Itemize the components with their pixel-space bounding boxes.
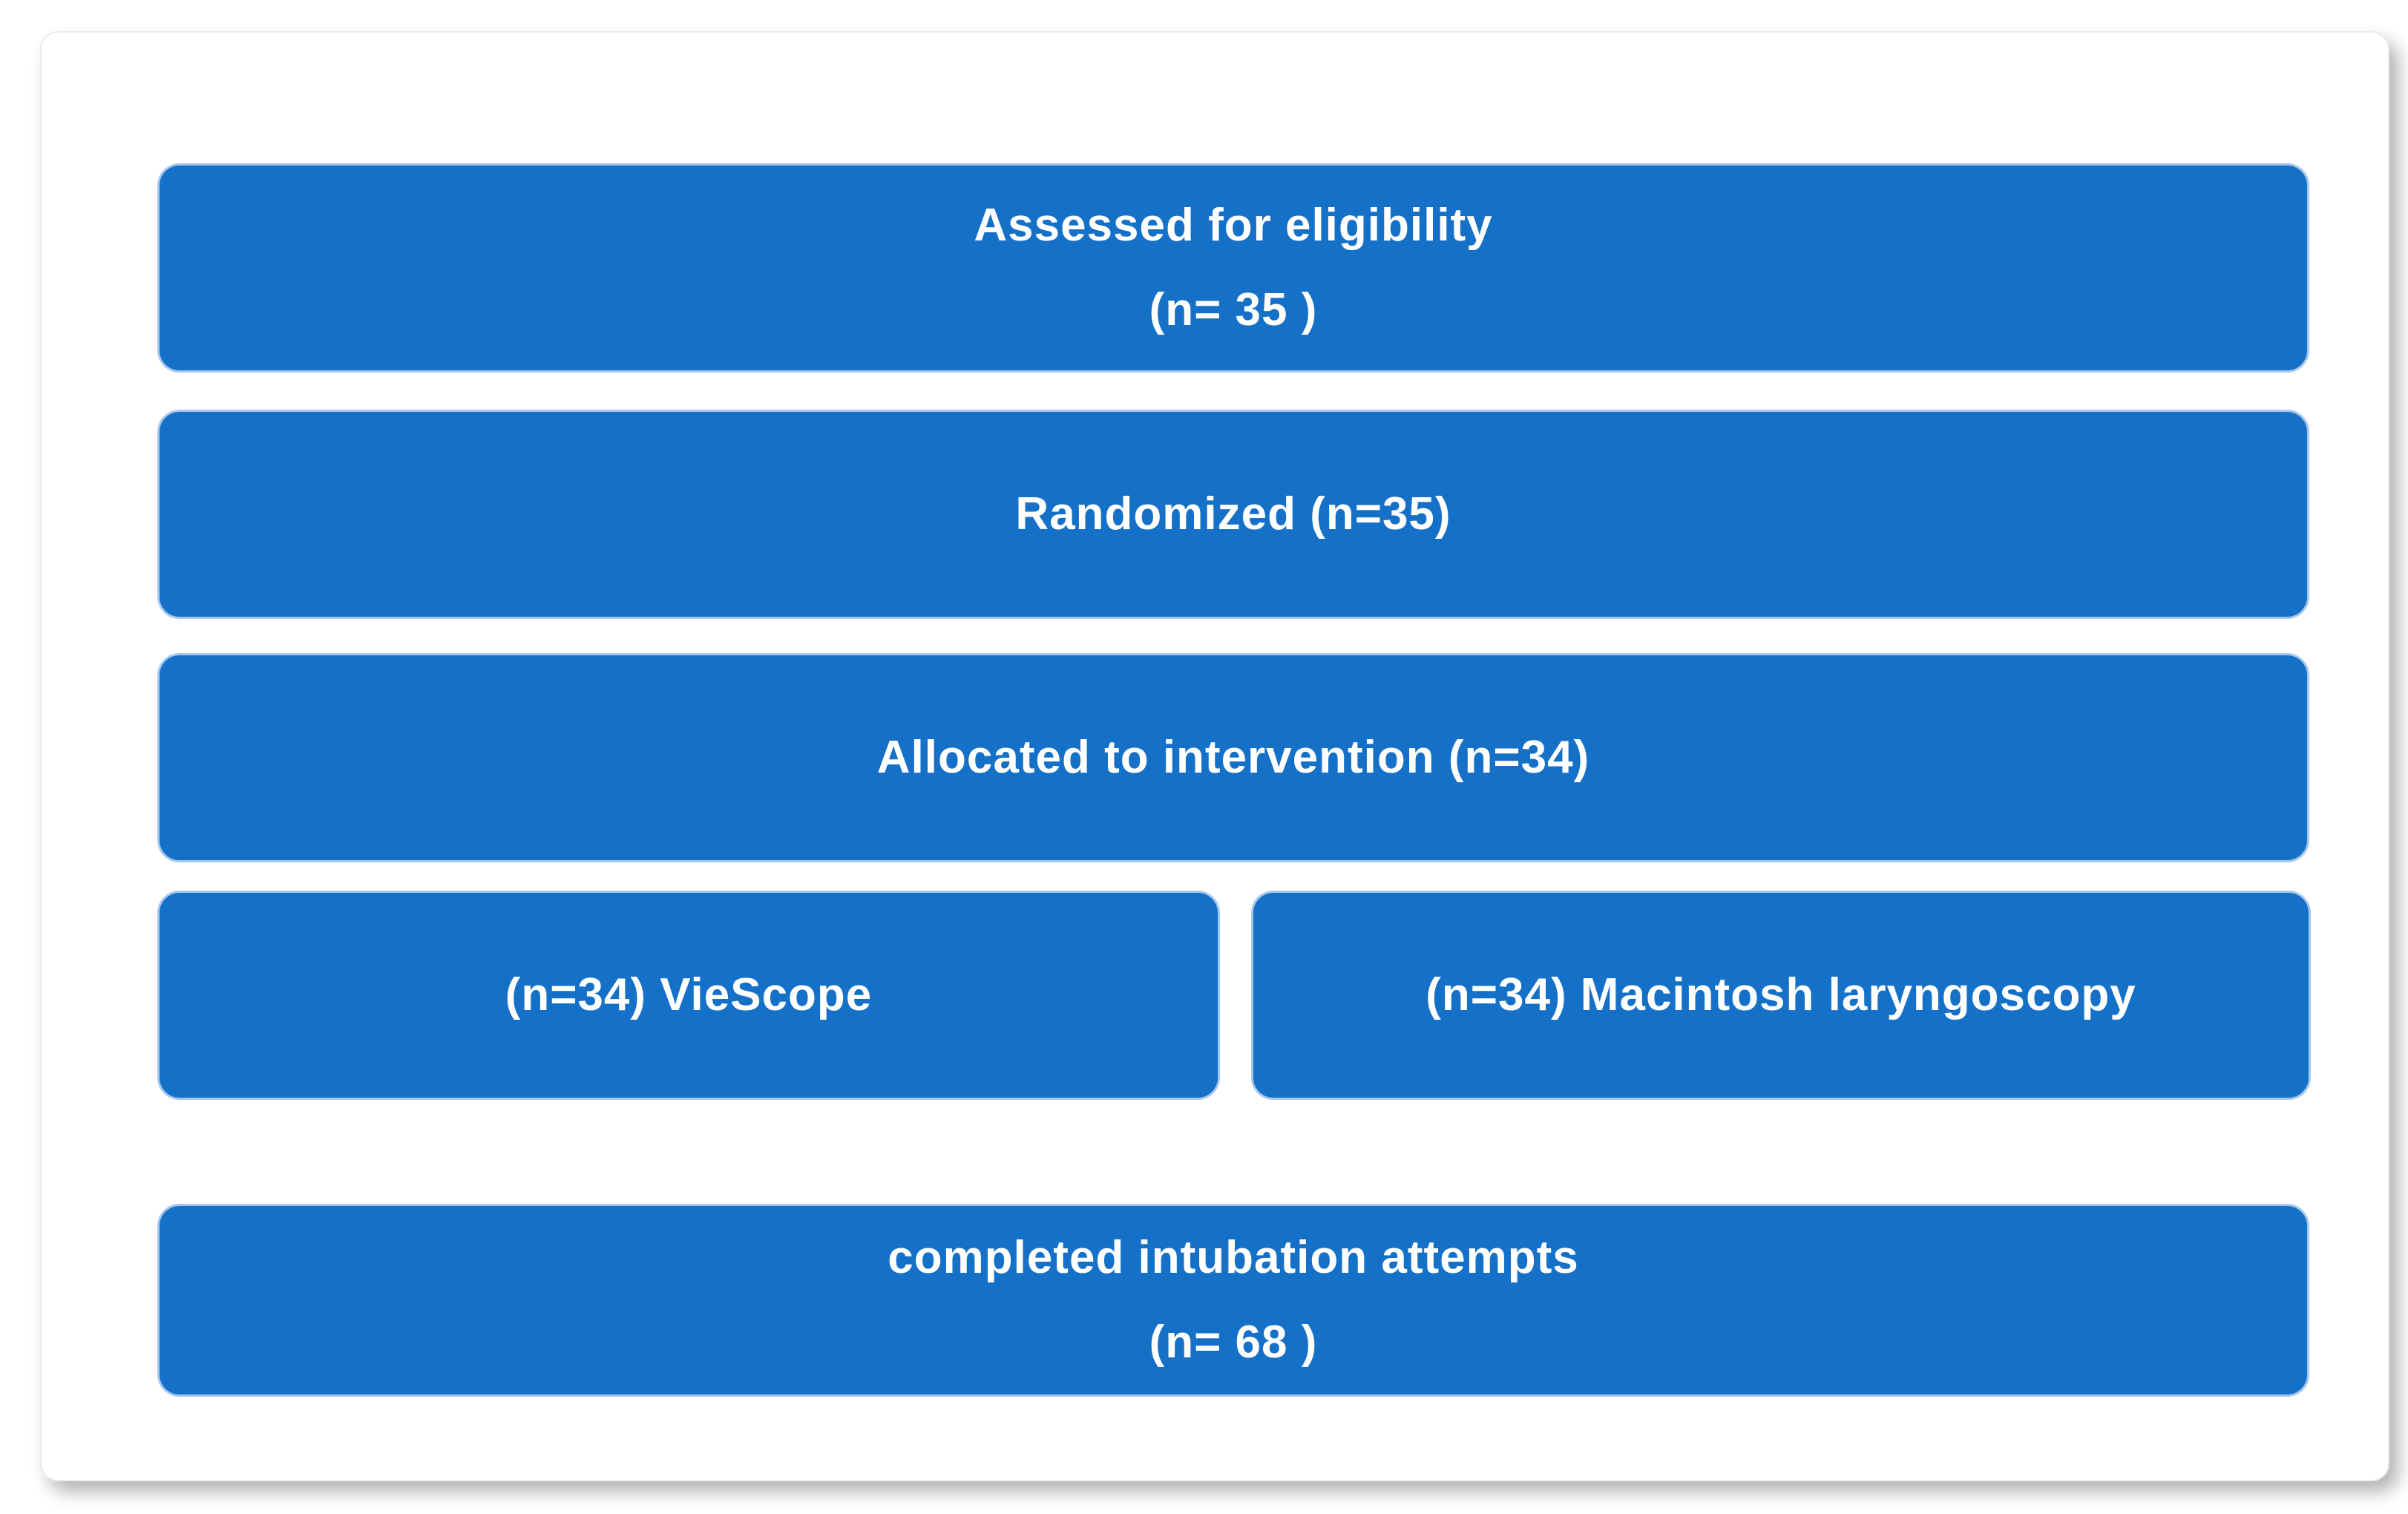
figure-card: Assessed for eligibility (n= 35 ) Random…	[40, 31, 2389, 1481]
box-text-line: completed intubation attempts	[888, 1231, 1579, 1283]
flow-box-viescope-arm: (n=34) VieScope	[157, 891, 1220, 1100]
box-text-line: (n=34) VieScope	[505, 969, 873, 1020]
box-text-line: (n=34) Macintosh laryngoscopy	[1426, 969, 2136, 1020]
flow-box-assessed-for-eligibility: Assessed for eligibility (n= 35 )	[157, 163, 2309, 373]
flow-box-randomized: Randomized (n=35)	[157, 410, 2309, 619]
box-text-line: (n= 35 )	[1149, 284, 1318, 335]
flow-box-macintosh-laryngoscopy-arm: (n=34) Macintosh laryngoscopy	[1251, 891, 2311, 1100]
box-text-line: (n= 68 )	[1149, 1317, 1318, 1368]
flow-box-completed-intubation-attempts: completed intubation attempts (n= 68 )	[157, 1204, 2309, 1397]
flow-box-allocated-to-intervention: Allocated to intervention (n=34)	[157, 653, 2309, 862]
box-text-line: Assessed for eligibility	[974, 199, 1493, 251]
box-text-line: Randomized (n=35)	[1015, 488, 1451, 540]
box-text-line: Allocated to intervention (n=34)	[876, 731, 1590, 783]
